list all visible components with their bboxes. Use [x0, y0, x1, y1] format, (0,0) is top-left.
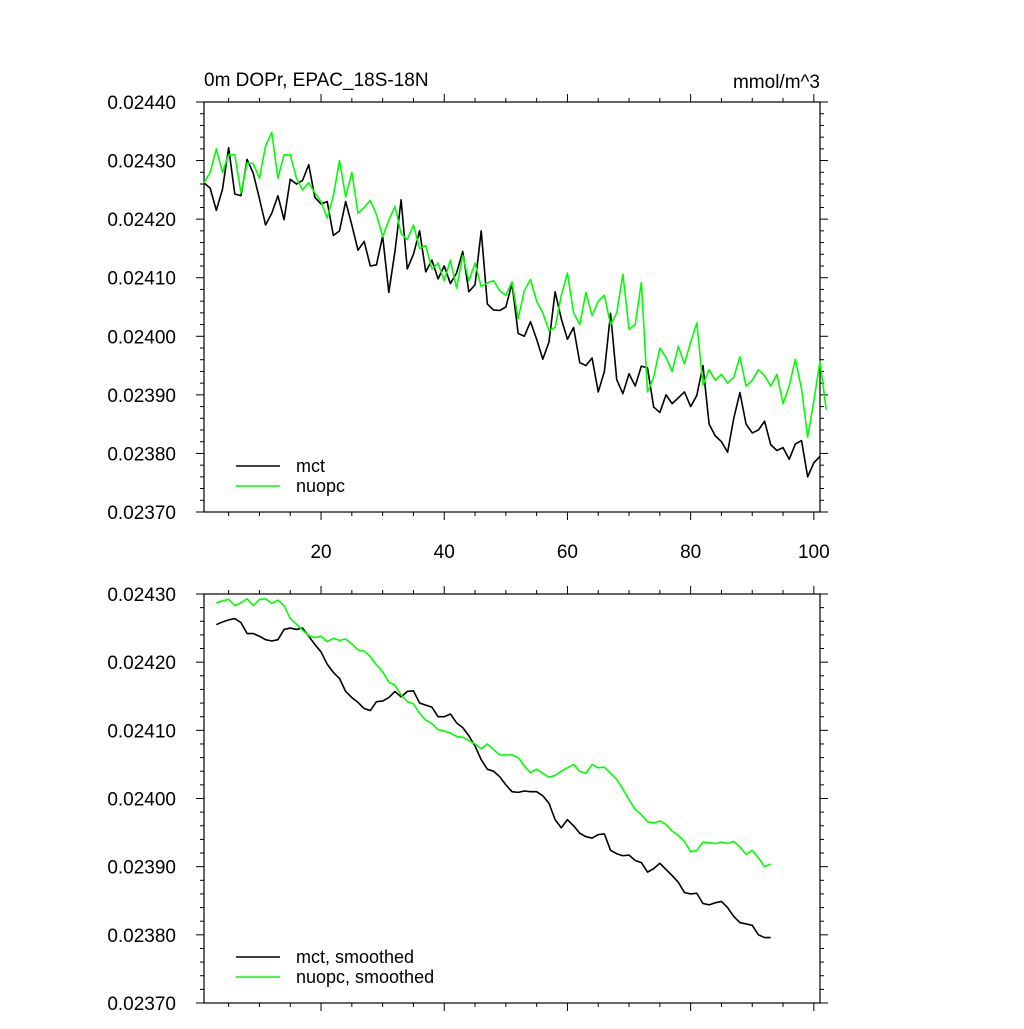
x-tick-label: 80 [680, 542, 701, 563]
series-line-nuopc [203, 131, 827, 438]
y-tick-label: 0.02430 [107, 585, 176, 606]
y-tick-label: 0.02380 [107, 926, 176, 947]
x-tick-label: 100 [798, 542, 830, 563]
y-tick-label: 0.02390 [107, 386, 176, 407]
plot-frame [203, 101, 821, 513]
x-tick-label: 60 [557, 542, 578, 563]
y-tick-label: 0.02410 [107, 269, 176, 290]
y-tick-label: 0.02440 [107, 93, 176, 114]
y-tick-label: 0.02370 [107, 503, 176, 524]
plot-top: 0.02370 0.02380 0.02390 0.02400 0.02410 0.024… [107, 70, 829, 563]
legend-label: mct [296, 456, 325, 476]
x-tick-label: 20 [310, 542, 331, 563]
y-tick-label: 0.02400 [107, 790, 176, 811]
plot-bottom: 0.02370 0.02380 0.02390 0.02400 0.02410 0.024… [107, 585, 828, 1015]
series-line-mct [203, 146, 821, 478]
y-tick-label: 0.02430 [107, 152, 176, 173]
y-tick-label: 0.02380 [107, 444, 176, 465]
legend-label: nuopc [296, 476, 345, 496]
legend-label: mct, smoothed [296, 947, 414, 967]
y-tick-label: 0.02400 [107, 327, 176, 348]
y-tick-label: 0.02370 [107, 994, 176, 1015]
series-line-mct-smoothed [215, 617, 771, 939]
x-tick-label: 40 [434, 542, 455, 563]
series-line-nuopc-smoothed [216, 597, 772, 868]
y-tick-label: 0.02410 [107, 721, 176, 742]
plot-frame [203, 593, 821, 1004]
y-tick-label: 0.02420 [107, 210, 176, 231]
chart-title: 0m DOPr, EPAC_18S-18N [204, 70, 429, 91]
units-label: mmol/m^3 [733, 72, 820, 93]
y-tick-label: 0.02420 [107, 653, 176, 674]
legend-label: nuopc, smoothed [296, 967, 434, 987]
y-tick-label: 0.02390 [107, 858, 176, 879]
